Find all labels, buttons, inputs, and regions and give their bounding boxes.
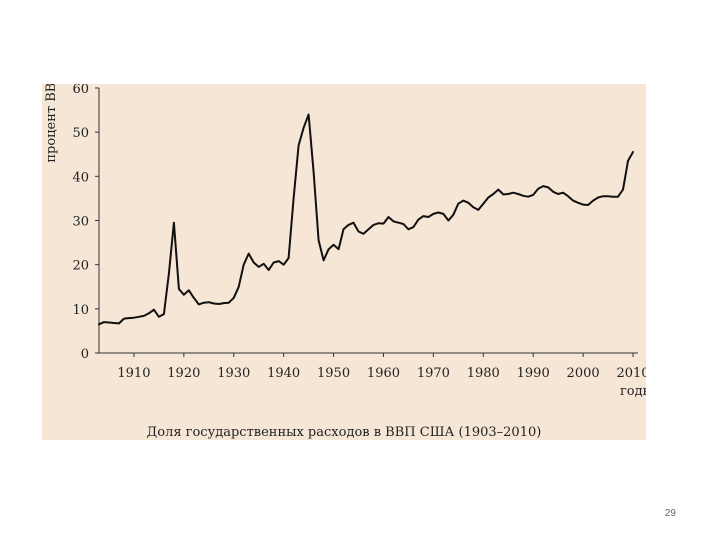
y-tick-label: 20 — [72, 259, 89, 274]
chart-panel: 0 10 20 30 40 50 60 1910 1920 1930 1940 1950 1960 197… — [42, 84, 646, 440]
y-tick-label: 50 — [72, 126, 89, 141]
y-tick-label: 0 — [81, 347, 89, 362]
y-tick-label: 60 — [72, 84, 89, 97]
x-tick-label: 1930 — [217, 366, 250, 381]
x-tick-label: 1940 — [267, 366, 300, 381]
x-tick-label: 1960 — [367, 366, 400, 381]
chart-title: Доля государственных расходов в ВВП США … — [146, 425, 542, 440]
x-tick-label: 2000 — [567, 366, 600, 381]
x-tick-label: 1980 — [467, 366, 500, 381]
chart-plot: 0 10 20 30 40 50 60 1910 1920 1930 1940 1950 1960 197… — [44, 84, 646, 399]
y-axis-label: процент ВВП — [44, 84, 59, 163]
x-tick-label: 1910 — [117, 366, 150, 381]
x-tick-label: 1970 — [417, 366, 450, 381]
page-number: 29 — [664, 508, 676, 519]
data-series-line — [98, 113, 634, 326]
y-tick-label: 10 — [72, 303, 89, 318]
x-tick-label: 1920 — [167, 366, 200, 381]
y-tick-label: 30 — [72, 215, 89, 230]
x-tick-label: 2010 — [616, 366, 646, 381]
x-tick-label: 1950 — [317, 366, 350, 381]
x-tick-label: 1990 — [517, 366, 550, 381]
x-axis-label: годы — [620, 384, 646, 399]
y-tick-label: 40 — [72, 170, 89, 185]
